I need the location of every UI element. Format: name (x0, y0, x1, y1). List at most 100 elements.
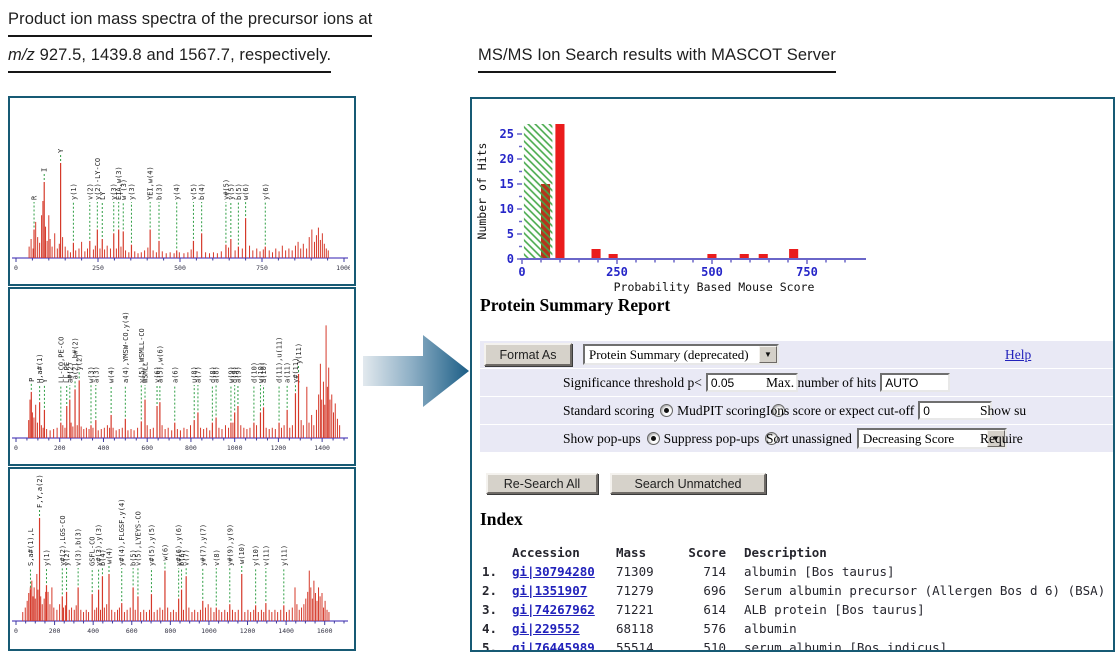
svg-text:v(6): v(6) (154, 366, 162, 383)
index-row: 4. gi|229552 68118 576 albumin (482, 621, 797, 636)
svg-text:y#(7),y(7): y#(7),y(7) (199, 524, 207, 566)
svg-text:y#(11): y#(11) (292, 358, 300, 383)
format-as-button[interactable]: Format As (484, 343, 572, 366)
form-row-threshold: Significance threshold p< Max. number of… (480, 369, 1113, 396)
svg-text:y(2): y(2) (76, 354, 84, 371)
mz-italic: m/z (8, 46, 35, 64)
svg-text:v(5),WSMLL-CO: v(5),WSMLL-CO (138, 328, 146, 383)
svg-text:y(6): y(6) (262, 183, 270, 200)
svg-text:y(4): y(4) (173, 183, 181, 200)
svg-text:v(11): v(11) (262, 545, 270, 566)
svg-text:a(4),YMSW-CO,y(4): a(4),YMSW-CO,y(4) (122, 311, 130, 383)
svg-text:v(5),LYEYS-CO: v(5),LYEYS-CO (134, 511, 142, 566)
svg-text:10: 10 (500, 202, 514, 216)
ions-cutoff-input[interactable] (918, 401, 993, 420)
show-popups-radio[interactable] (646, 432, 660, 445)
mudpit-scoring-radio[interactable] (771, 404, 785, 417)
ions-cutoff-label: Ions score or expect cut-off (766, 402, 915, 418)
index-row: 5. gi|76445989 55514 510 serum albumin [… (480, 638, 1105, 652)
standard-scoring-label: Standard scoring (563, 402, 655, 418)
max-hits-input[interactable] (880, 373, 951, 392)
svg-text:200: 200 (54, 444, 66, 452)
svg-text:a(6): a(6) (171, 366, 179, 383)
svg-text:H,a#(1): H,a#(1) (36, 353, 44, 383)
accession-link[interactable]: gi|76445989 (512, 640, 595, 652)
svg-text:800: 800 (185, 444, 197, 452)
svg-text:v(3): v(3) (110, 183, 118, 200)
svg-text:w(10): w(10) (238, 543, 246, 564)
standard-scoring-radio[interactable] (660, 404, 674, 417)
svg-text:15: 15 (500, 177, 514, 191)
svg-text:750: 750 (256, 264, 268, 272)
svg-text:v(5): v(5) (190, 183, 198, 200)
svg-text:0: 0 (14, 444, 18, 452)
suppress-popups-label: Suppress pop-ups (663, 430, 760, 446)
svg-text:y#(5): y#(5) (222, 179, 230, 200)
svg-text:d(11),u(11): d(11),u(11) (276, 337, 284, 383)
svg-text:Y: Y (57, 148, 65, 153)
search-unmatched-button[interactable]: Search Unmatched (610, 473, 766, 494)
form-row-popups: Show pop-ups Suppress pop-ups Sort unass… (480, 425, 1113, 452)
svg-text:F,Y,a(2): F,Y,a(2) (36, 474, 44, 508)
svg-text:YEI,w(4): YEI,w(4) (147, 166, 155, 200)
svg-text:1200: 1200 (271, 444, 287, 452)
index-title: Index (480, 509, 523, 529)
svg-text:y#(5),y(5): y#(5),y(5) (148, 524, 156, 566)
help-link[interactable]: Help (1005, 346, 1032, 362)
svg-text:Y: Y (41, 378, 49, 383)
show-subsets-label: Show su (980, 402, 1027, 418)
svg-text:1200: 1200 (240, 627, 256, 635)
sort-unassigned-select[interactable]: Decreasing Score ▼ (856, 428, 1007, 449)
accession-link[interactable]: gi|74267962 (512, 602, 595, 617)
svg-text:b(5): b(5) (235, 183, 243, 200)
svg-text:b(5): b(5) (130, 549, 138, 566)
svg-text:a(5),w(6): a(5),w(6) (156, 345, 164, 383)
svg-text:v(2): v(2) (86, 183, 94, 200)
svg-text:a(7): a(7) (194, 366, 202, 383)
require-label: Require (980, 430, 1023, 446)
svg-text:LY: LY (99, 191, 107, 200)
svg-text:200: 200 (49, 627, 61, 635)
svg-text:0: 0 (518, 265, 525, 279)
svg-text:WSMLL: WSMLL (142, 362, 150, 383)
svg-text:a(10): a(10) (260, 362, 268, 383)
svg-text:w(3): w(3) (88, 366, 96, 383)
index-row: 2. gi|1351907 71279 696 Serum albumin pr… (482, 583, 1106, 598)
svg-text:b(4): b(4) (198, 183, 206, 200)
accession-link[interactable]: gi|229552 (512, 621, 580, 636)
svg-text:Probability Based Mouse Score: Probability Based Mouse Score (614, 280, 815, 294)
sig-threshold-label: Significance threshold p< (563, 374, 702, 390)
suppress-popups-radio[interactable] (765, 432, 779, 445)
spectrum-1439: 0 200 400 600 800 1000 1200 1400 P H,a#(1) Y LL-CO,… (8, 287, 356, 466)
svg-text:600: 600 (141, 444, 153, 452)
svg-text:5: 5 (507, 227, 514, 241)
svg-text:1400: 1400 (314, 444, 330, 452)
right-caption-title: MS/MS Ion Search results with MASCOT Ser… (478, 46, 836, 73)
svg-text:y(2)-LY-CO: y(2)-LY-CO (94, 158, 102, 200)
format-select[interactable]: Protein Summary (deprecated) ▼ (583, 344, 779, 365)
accession-link[interactable]: gi|30794280 (512, 564, 595, 579)
score-histogram: 0 250 500 750 0 5 10 15 20 25 Probability Based Mo… (474, 101, 894, 302)
show-popups-label: Show pop-ups (563, 430, 641, 446)
form-row-format: Format As Protein Summary (deprecated) ▼… (480, 341, 1113, 368)
svg-text:y(1): y(1) (70, 183, 78, 200)
svg-text:b(4): b(4) (99, 549, 107, 566)
svg-text:1000: 1000 (201, 627, 217, 635)
accession-link[interactable]: gi|1351907 (512, 583, 588, 598)
svg-text:500: 500 (174, 264, 186, 272)
form-row-scoring: Standard scoring MudPIT scoring Ions sco… (480, 397, 1113, 424)
re-search-all-button[interactable]: Re-Search All (486, 473, 598, 494)
svg-text:R: R (31, 195, 39, 200)
svg-text:y(5): y(5) (227, 183, 235, 200)
svg-text:LL,PE: LL,PE (63, 362, 71, 383)
svg-text:v(7): v(7) (183, 549, 191, 566)
svg-text:w'(3): w'(3) (120, 179, 128, 200)
svg-text:400: 400 (87, 627, 99, 635)
svg-text:y#(2),LGS-CO: y#(2),LGS-CO (59, 515, 67, 566)
svg-text:Number of Hits: Number of Hits (475, 143, 489, 240)
svg-text:1000: 1000 (227, 444, 243, 452)
svg-text:0: 0 (14, 264, 18, 272)
svg-text:1600: 1600 (317, 627, 333, 635)
sig-threshold-input[interactable] (705, 373, 798, 392)
